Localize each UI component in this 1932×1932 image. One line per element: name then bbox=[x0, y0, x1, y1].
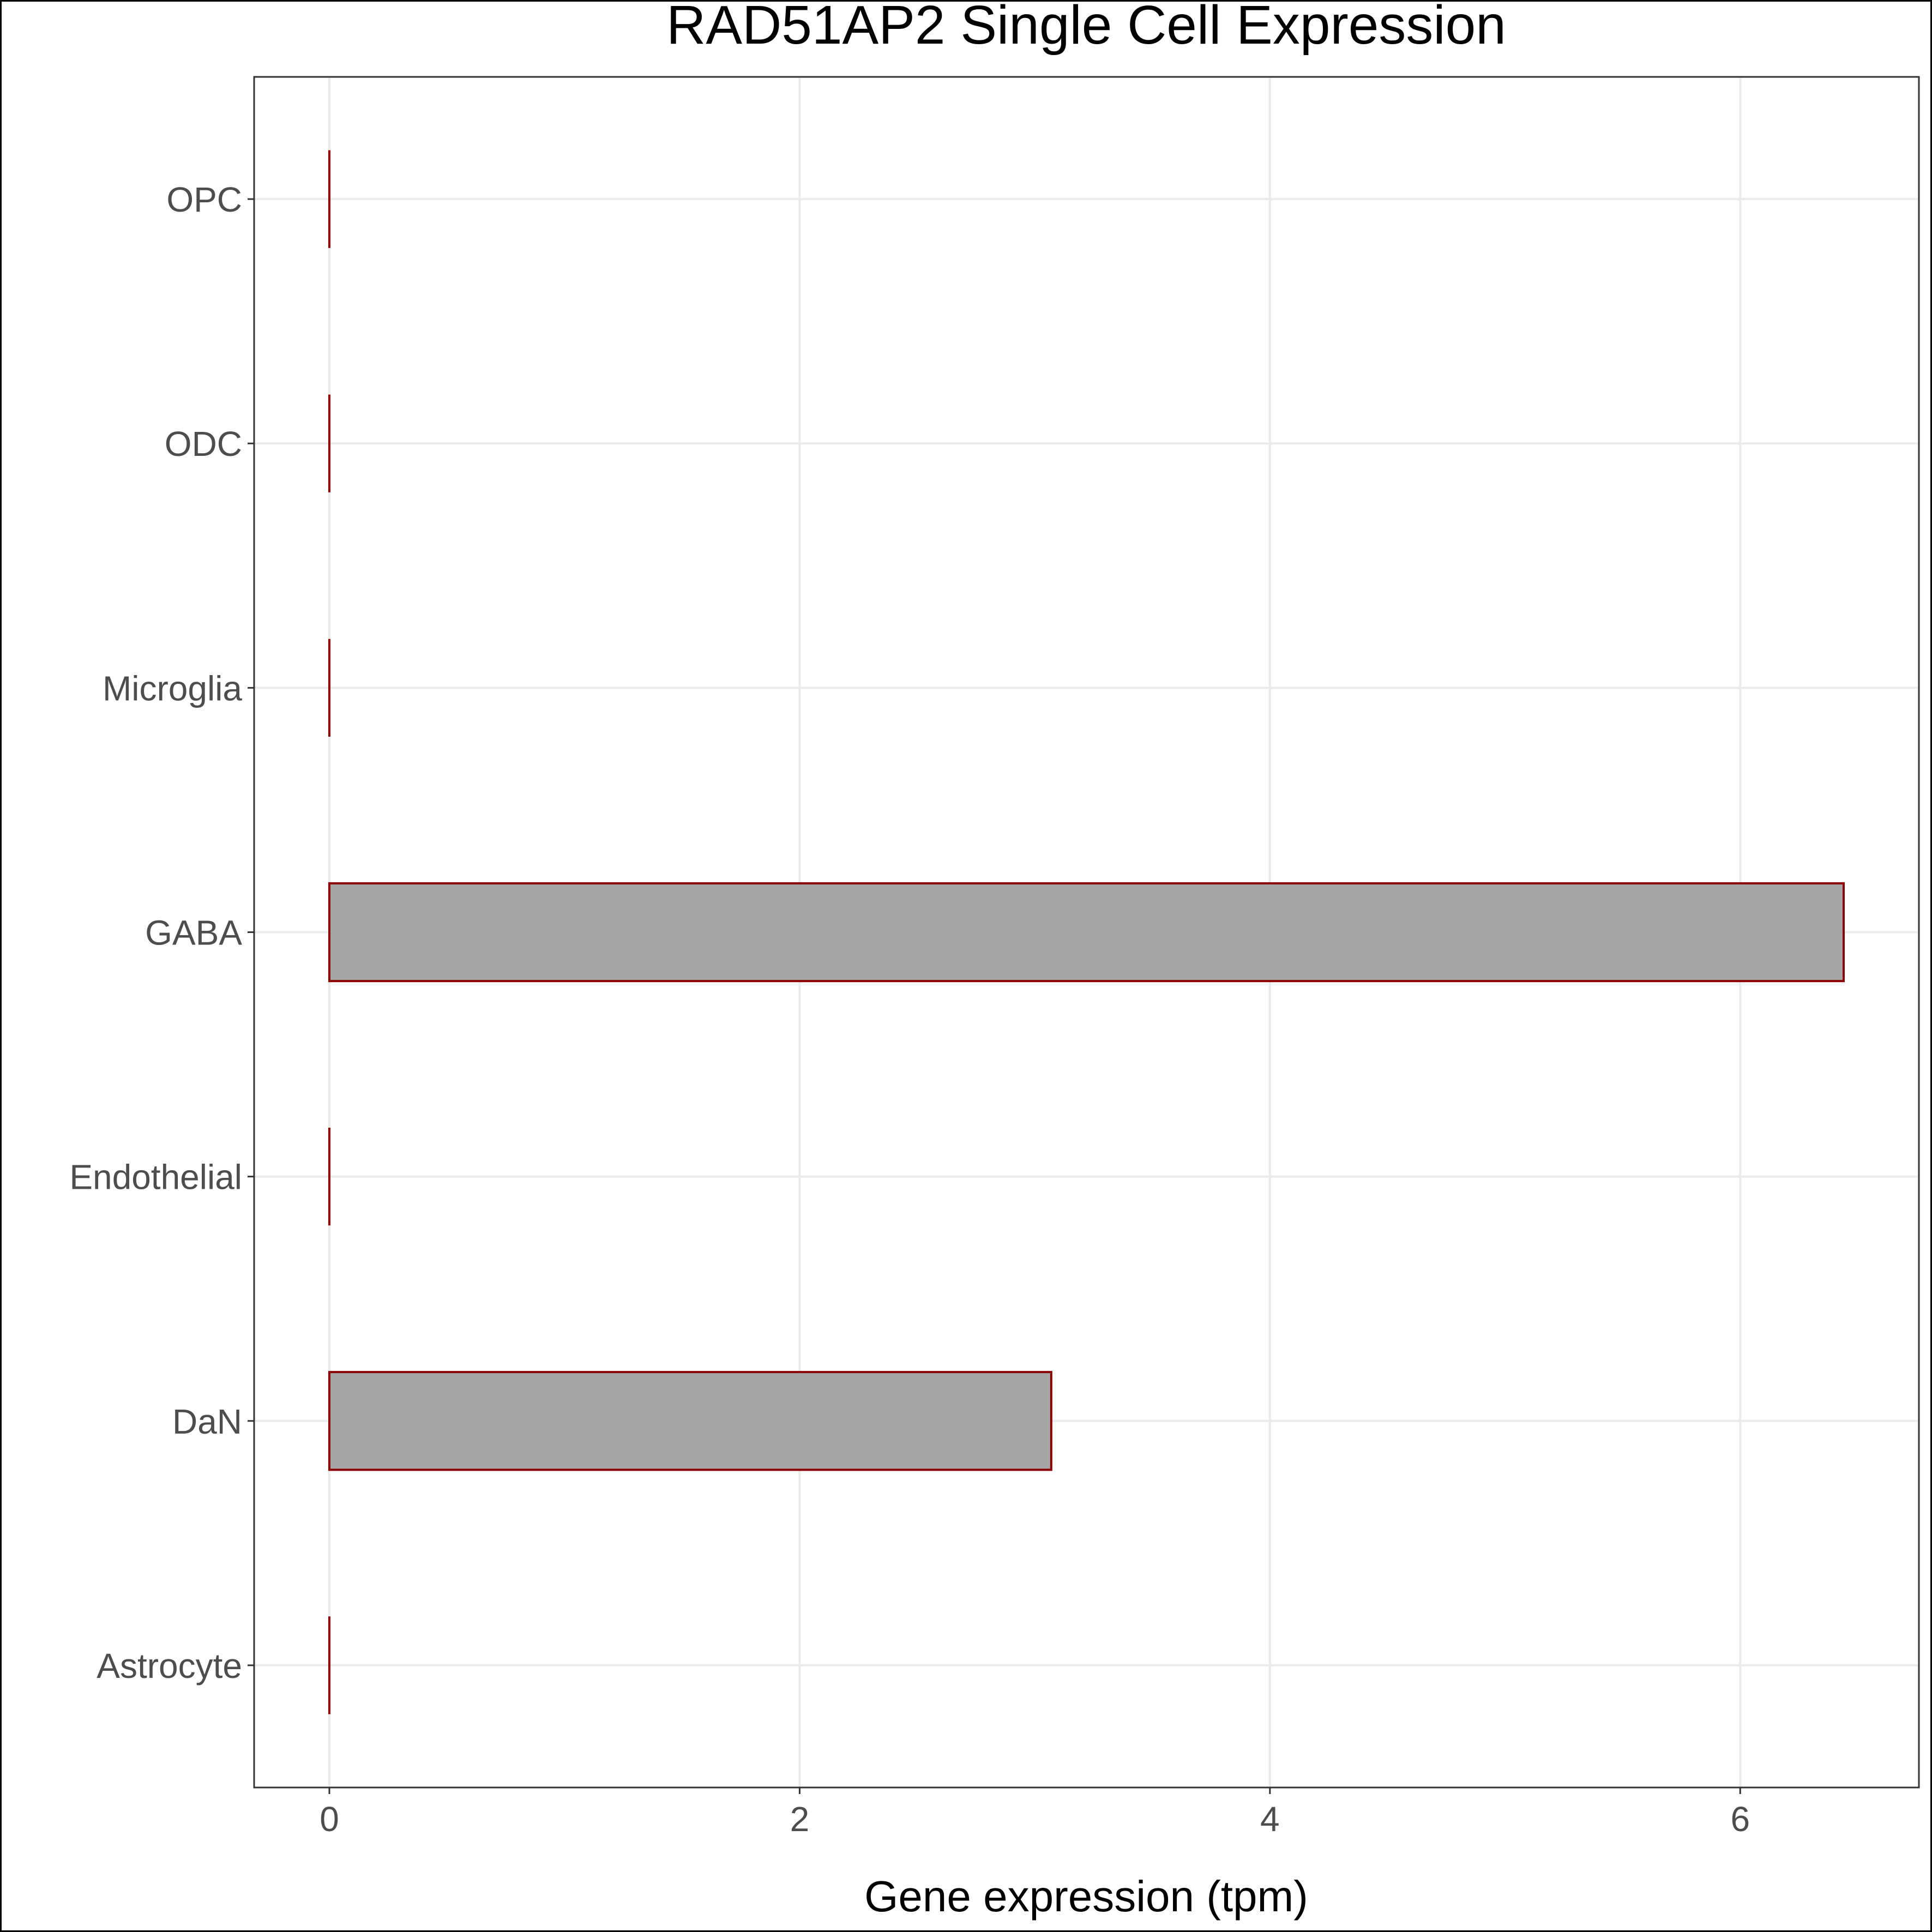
x-tick-label-6: 6 bbox=[1730, 1799, 1750, 1839]
x-tick-label-2: 2 bbox=[790, 1799, 810, 1839]
y-tick-label-odc: ODC bbox=[165, 424, 242, 464]
chart-title: RAD51AP2 Single Cell Expression bbox=[666, 0, 1506, 56]
y-tick-label-opc: OPC bbox=[166, 180, 242, 219]
bars bbox=[328, 150, 1845, 1714]
y-tick-label-astrocyte: Astrocyte bbox=[97, 1646, 242, 1686]
grid-lines bbox=[254, 77, 1919, 1787]
x-axis-ticks: 0 2 4 6 bbox=[320, 1787, 1750, 1839]
x-tick-label-0: 0 bbox=[320, 1799, 339, 1839]
y-tick-label-gaba: GABA bbox=[145, 913, 242, 953]
y-tick-label-microglia: Microglia bbox=[103, 669, 242, 708]
y-axis-ticks: Astrocyte DaN Endothelial GABA Microglia ODC O… bbox=[69, 180, 254, 1686]
x-tick-label-4: 4 bbox=[1260, 1799, 1280, 1839]
x-axis-label: Gene expression (tpm) bbox=[864, 1872, 1308, 1921]
bar-dan bbox=[328, 1371, 1052, 1471]
bar-gaba bbox=[328, 882, 1845, 983]
y-tick-label-dan: DaN bbox=[172, 1402, 242, 1441]
y-tick-label-endothelial: Endothelial bbox=[69, 1158, 242, 1197]
